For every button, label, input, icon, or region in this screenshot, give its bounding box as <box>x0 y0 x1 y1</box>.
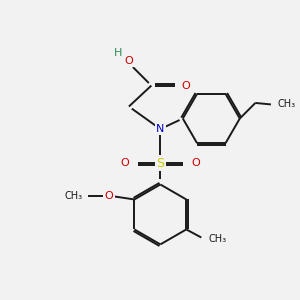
Text: O: O <box>104 191 113 202</box>
Text: O: O <box>120 158 129 169</box>
Text: H: H <box>114 48 122 58</box>
Text: CH₃: CH₃ <box>64 191 82 202</box>
Text: O: O <box>124 56 133 66</box>
Text: CH₃: CH₃ <box>208 234 226 244</box>
Text: O: O <box>192 158 201 169</box>
Text: O: O <box>181 81 190 91</box>
Text: CH₃: CH₃ <box>278 99 296 110</box>
Text: S: S <box>156 157 164 170</box>
Text: N: N <box>156 124 164 134</box>
